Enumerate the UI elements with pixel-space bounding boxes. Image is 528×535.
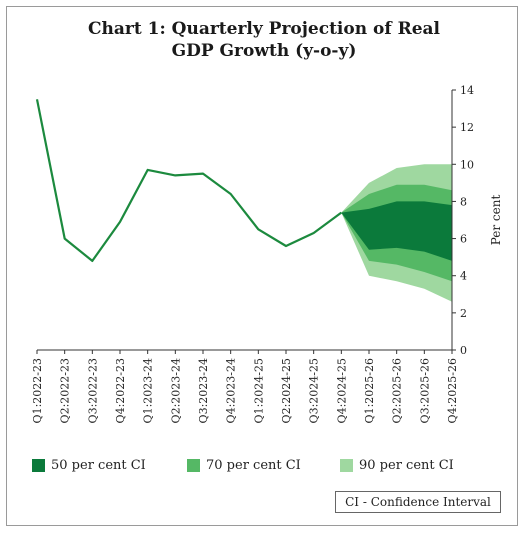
chart-axes xyxy=(36,89,456,354)
x-tick-label: Q4:2025-26 xyxy=(446,358,459,423)
legend-label-50: 50 per cent CI xyxy=(51,458,146,473)
y-tick-label: 8 xyxy=(460,195,467,208)
chart-title: Chart 1: Quarterly Projection of Real GD… xyxy=(0,18,528,62)
x-tick-label: Q2:2025-26 xyxy=(391,358,404,423)
x-tick-label: Q1:2023-24 xyxy=(142,358,155,423)
x-tick-label: Q4:2022-23 xyxy=(114,358,127,423)
y-tick-label: 0 xyxy=(460,344,467,357)
legend-swatch-70 xyxy=(187,459,200,472)
x-tick-label: Q1:2022-23 xyxy=(31,358,44,423)
x-tick-label: Q4:2024-25 xyxy=(335,358,348,423)
legend-swatch-50 xyxy=(32,459,45,472)
chart-title-line2: GDP Growth (y-o-y) xyxy=(171,41,357,61)
x-tick-label: Q3:2025-26 xyxy=(418,358,431,423)
fan-band-50 xyxy=(341,201,452,261)
x-tick-label: Q2:2024-25 xyxy=(280,358,293,423)
y-tick-label: 6 xyxy=(460,233,467,246)
ci-note: CI - Confidence Interval xyxy=(335,491,501,513)
y-tick-label: 4 xyxy=(460,270,467,283)
y-tick-label: 14 xyxy=(460,84,474,97)
legend-item-50: 50 per cent CI xyxy=(32,458,146,473)
chart-title-line1: Chart 1: Quarterly Projection of Real xyxy=(88,19,440,39)
legend-label-70: 70 per cent CI xyxy=(206,458,301,473)
series-line xyxy=(35,99,342,262)
y-tick-label: 10 xyxy=(460,158,474,171)
x-tick-label: Q1:2025-26 xyxy=(363,358,376,423)
x-tick-label: Q2:2023-24 xyxy=(169,358,182,423)
legend-label-90: 90 per cent CI xyxy=(359,458,454,473)
x-tick-label: Q3:2023-24 xyxy=(197,358,210,423)
legend-item-90: 90 per cent CI xyxy=(340,458,454,473)
x-tick-labels: Q1:2022-23 Q2:2022-23 Q3:2022-23 Q4:2022-23… xyxy=(31,358,459,423)
legend-swatch-90 xyxy=(340,459,353,472)
legend-item-70: 70 per cent CI xyxy=(187,458,301,473)
x-tick-label: Q3:2022-23 xyxy=(86,358,99,423)
y-tick-label: 2 xyxy=(460,307,467,320)
fan-bands xyxy=(341,164,452,302)
x-tick-label: Q1:2024-25 xyxy=(252,358,265,423)
x-tick-label: Q2:2022-23 xyxy=(59,358,72,423)
series-lines xyxy=(35,99,342,262)
x-tick-label: Q4:2023-24 xyxy=(225,358,238,423)
y-tick-label: 12 xyxy=(460,121,474,134)
y-tick-labels: 0 2 4 6 8 10 12 14 xyxy=(460,84,474,357)
y-axis-label: Per cent xyxy=(489,195,503,246)
x-tick-label: Q3:2024-25 xyxy=(308,358,321,423)
legend: 50 per cent CI 70 per cent CI 90 per cen… xyxy=(22,458,512,478)
